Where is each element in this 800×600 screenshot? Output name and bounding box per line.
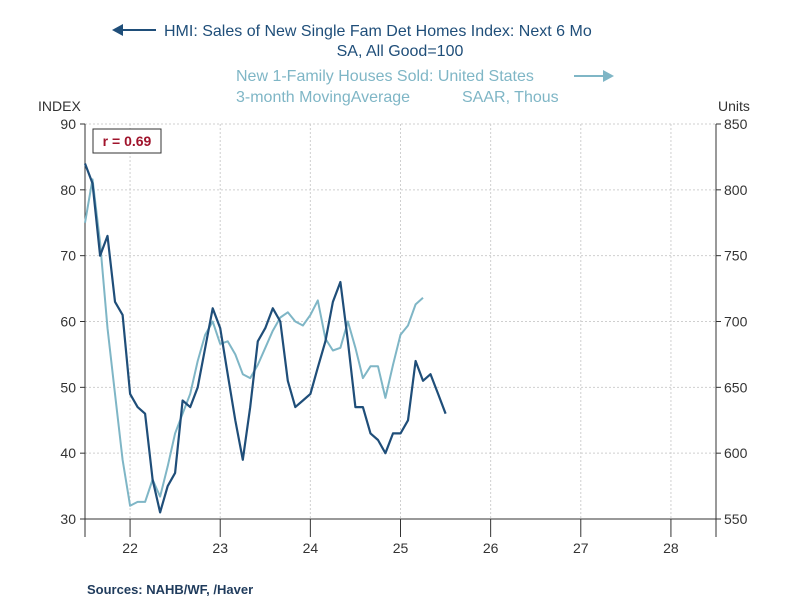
x-tick-label: 23 [212, 540, 228, 556]
right-axis-label: Units [718, 98, 750, 114]
title-dark-line2: SA, All Good=100 [337, 43, 464, 60]
legend-light: New 1-Family Houses Sold: United States … [236, 68, 614, 106]
left-tick-label: 60 [60, 314, 76, 330]
left-tick-label: 70 [60, 248, 76, 264]
left-tick-label: 50 [60, 379, 76, 395]
annotation-box [92, 128, 162, 154]
legend-dark: HMI: Sales of New Single Fam Det Homes I… [112, 23, 592, 60]
right-tick-label: 550 [724, 511, 748, 527]
series-line-houses-sold [84, 178, 424, 507]
source-text: Sources: NAHB/WF, /Haver [87, 582, 253, 597]
title-light-line2: 3-month MovingAverage [236, 89, 410, 106]
right-tick-label: 850 [724, 116, 748, 132]
x-tick-label: 26 [483, 540, 499, 556]
x-tick-label: 27 [573, 540, 589, 556]
x-tick-label: 25 [393, 540, 409, 556]
right-tick-label: 750 [724, 248, 748, 264]
x-tick-label: 22 [122, 540, 138, 556]
x-tick-label: 28 [663, 540, 679, 556]
title-dark-line1: HMI: Sales of New Single Fam Det Homes I… [164, 23, 592, 40]
series-line-hmi [83, 163, 447, 514]
series-lines [83, 163, 447, 514]
grid-lines [85, 123, 716, 519]
title-light-line1: New 1-Family Houses Sold: United States [236, 68, 534, 85]
axes: 30 40 50 60 70 80 90 550 600 650 700 750 800 850 22 23 2… [60, 116, 747, 556]
left-tick-label: 40 [60, 445, 76, 461]
left-axis-label: INDEX [38, 98, 81, 114]
left-tick-label: 90 [60, 116, 76, 132]
right-tick-label: 650 [724, 379, 748, 395]
title-light-units: SAAR, Thous [462, 89, 559, 106]
left-tick-label: 80 [60, 182, 76, 198]
correlation-annotation: r = 0.69 [92, 128, 162, 154]
right-tick-label: 600 [724, 445, 748, 461]
left-tick-label: 30 [60, 511, 76, 527]
right-tick-label: 800 [724, 182, 748, 198]
right-tick-label: 700 [724, 314, 748, 330]
legend-light-arrow-head [603, 70, 614, 82]
annotation-text: r = 0.69 [103, 133, 152, 149]
legend-dark-arrow-head [112, 24, 123, 36]
x-tick-label: 24 [303, 540, 319, 556]
